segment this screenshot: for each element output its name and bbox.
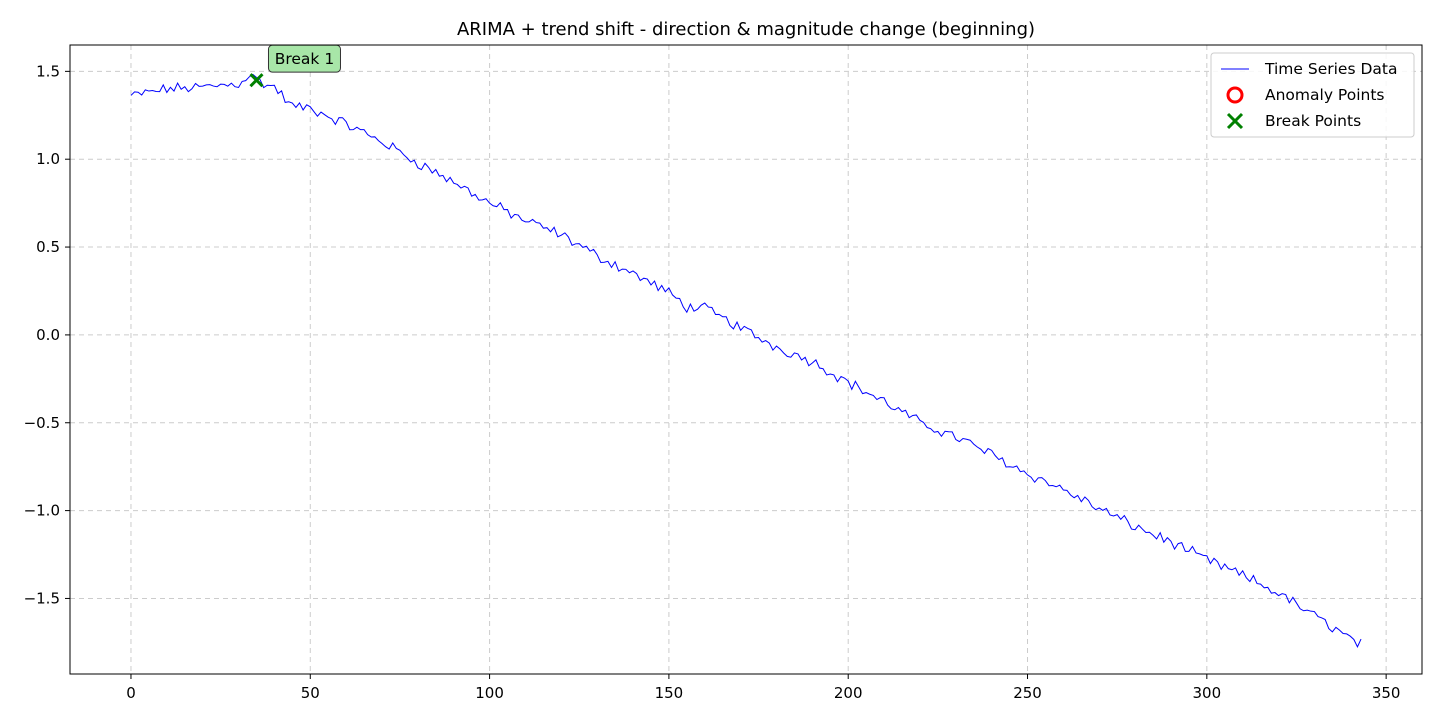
series-line xyxy=(130,73,1362,649)
y-tick-label: −0.5 xyxy=(24,414,60,432)
grid xyxy=(70,45,1422,674)
plot-frame xyxy=(69,44,1423,675)
x-tick-label: 250 xyxy=(1013,684,1042,702)
y-tick-label: 0.0 xyxy=(36,326,60,344)
x-tick-label: 300 xyxy=(1193,684,1222,702)
x-tick-label: 200 xyxy=(834,684,863,702)
legend-label: Break Points xyxy=(1265,112,1361,130)
legend: Time Series Data Anomaly Points Break Poin… xyxy=(1210,52,1415,138)
chart-title: ARIMA + trend shift - direction & magnit… xyxy=(457,19,1035,40)
y-tick-label: −1.5 xyxy=(24,589,60,607)
legend-x-stroke xyxy=(1226,112,1244,130)
x-tick-label: 350 xyxy=(1372,684,1401,702)
legend-label: Anomaly Points xyxy=(1265,86,1384,104)
legend-label: Time Series Data xyxy=(1264,60,1397,78)
x-tick-label: 50 xyxy=(301,684,320,702)
legend-box xyxy=(1210,52,1415,138)
x-tick-label: 0 xyxy=(126,684,136,702)
y-tick-label: 1.5 xyxy=(36,62,60,80)
break-label: Break 1 xyxy=(275,50,334,68)
series-layer xyxy=(130,73,1362,649)
marker-layer: Break 1 xyxy=(249,44,341,88)
y-tick-label: 0.5 xyxy=(36,238,60,256)
axis-ticks: 0 50 100 150 200 250 300 350 −1.5 −1.0 −0.5 0.0 0.5 1… xyxy=(24,62,1401,702)
break-point-marker xyxy=(249,73,264,88)
x-tick-label: 150 xyxy=(655,684,684,702)
legend-x-swatch xyxy=(1226,112,1244,130)
x-tick-label: 100 xyxy=(475,684,504,702)
y-tick-label: −1.0 xyxy=(24,502,60,520)
break-x-stroke xyxy=(249,73,264,88)
y-tick-label: 1.0 xyxy=(36,150,60,168)
legend-circle-swatch xyxy=(1226,86,1244,104)
